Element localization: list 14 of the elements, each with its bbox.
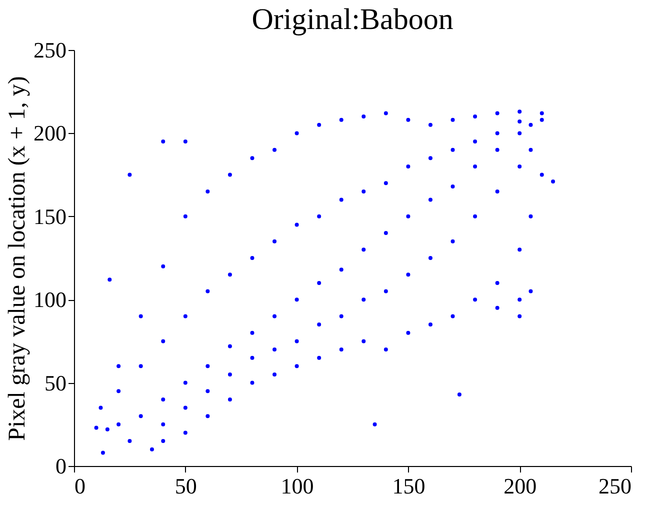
x-tick-label: 0: [74, 474, 86, 498]
y-tick-label: 0: [56, 454, 66, 478]
chart-title: Original:Baboon: [252, 3, 454, 36]
y-tick-label: 100: [34, 287, 66, 312]
y-tick-label: 50: [44, 370, 66, 396]
y-tick-label: 250: [34, 38, 66, 62]
x-tick-label: 50: [174, 474, 197, 498]
x-tick-label: 150: [392, 474, 426, 498]
x-tick-label: 250: [598, 474, 632, 498]
y-axis-title: Pixel gray value on location (x + 1, y): [4, 76, 30, 441]
x-tick-label: 100: [280, 474, 314, 498]
y-tick-label: 150: [34, 204, 66, 229]
x-tick-label: 200: [504, 474, 537, 498]
y-tick-label: 200: [34, 120, 66, 146]
